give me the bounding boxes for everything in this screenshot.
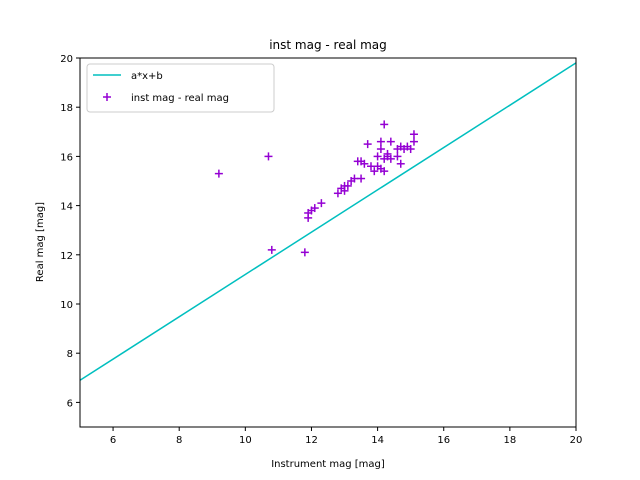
data-point: [383, 149, 392, 158]
axes-frame: [79, 57, 577, 428]
y-axis-label: Real mag [mag]: [35, 202, 46, 282]
data-point: [386, 137, 395, 146]
data-point: [409, 130, 418, 139]
data-point: [380, 120, 389, 129]
plot-area: [80, 62, 576, 381]
y-tick-label: 20: [60, 54, 73, 65]
x-tick-label: 10: [239, 435, 252, 446]
chart-title: inst mag - real mag: [269, 38, 387, 52]
data-point: [370, 167, 379, 176]
y-tick-label: 6: [67, 398, 73, 409]
data-point: [310, 204, 319, 213]
data-point: [373, 152, 382, 161]
x-tick-label: 6: [110, 435, 116, 446]
data-point: [363, 140, 372, 149]
y-tick-label: 16: [60, 152, 73, 163]
y-tick-label: 12: [60, 251, 73, 262]
x-tick-label: 16: [437, 435, 450, 446]
y-tick-label: 10: [60, 300, 73, 311]
data-point: [357, 174, 366, 183]
data-point: [409, 137, 418, 146]
x-tick-label: 12: [305, 435, 318, 446]
fit-line: [80, 62, 576, 381]
x-tick-label: 20: [570, 435, 583, 446]
y-tick-label: 14: [60, 202, 73, 213]
legend-series-label: inst mag - real mag: [131, 93, 229, 104]
data-point: [333, 189, 342, 198]
data-point: [214, 169, 223, 178]
x-axis-label: Instrument mag [mag]: [271, 459, 385, 470]
legend-line-label: a*x+b: [131, 71, 163, 82]
data-point: [300, 248, 309, 257]
data-point: [376, 145, 385, 154]
data-point: [380, 167, 389, 176]
legend-box: [86, 63, 275, 113]
legend: a*x+b inst mag - real mag: [86, 63, 275, 113]
data-point: [376, 137, 385, 146]
data-point: [360, 159, 369, 168]
data-point: [393, 152, 402, 161]
data-point: [340, 186, 349, 195]
data-point: [386, 154, 395, 163]
data-point: [264, 152, 273, 161]
axes: 6 8 10 12 14 16 18 20 6 8 10 12 14 16 18 20: [60, 54, 582, 446]
data-point: [406, 145, 415, 154]
data-point: [267, 245, 276, 254]
y-tick-label: 8: [67, 349, 73, 360]
legend-marker-swatch: [103, 93, 111, 101]
data-point: [317, 199, 326, 208]
y-tick-label: 18: [60, 103, 73, 114]
x-tick-label: 18: [503, 435, 516, 446]
data-point: [343, 181, 352, 190]
x-tick-label: 14: [371, 435, 384, 446]
data-point: [396, 159, 405, 168]
x-tick-label: 8: [176, 435, 182, 446]
